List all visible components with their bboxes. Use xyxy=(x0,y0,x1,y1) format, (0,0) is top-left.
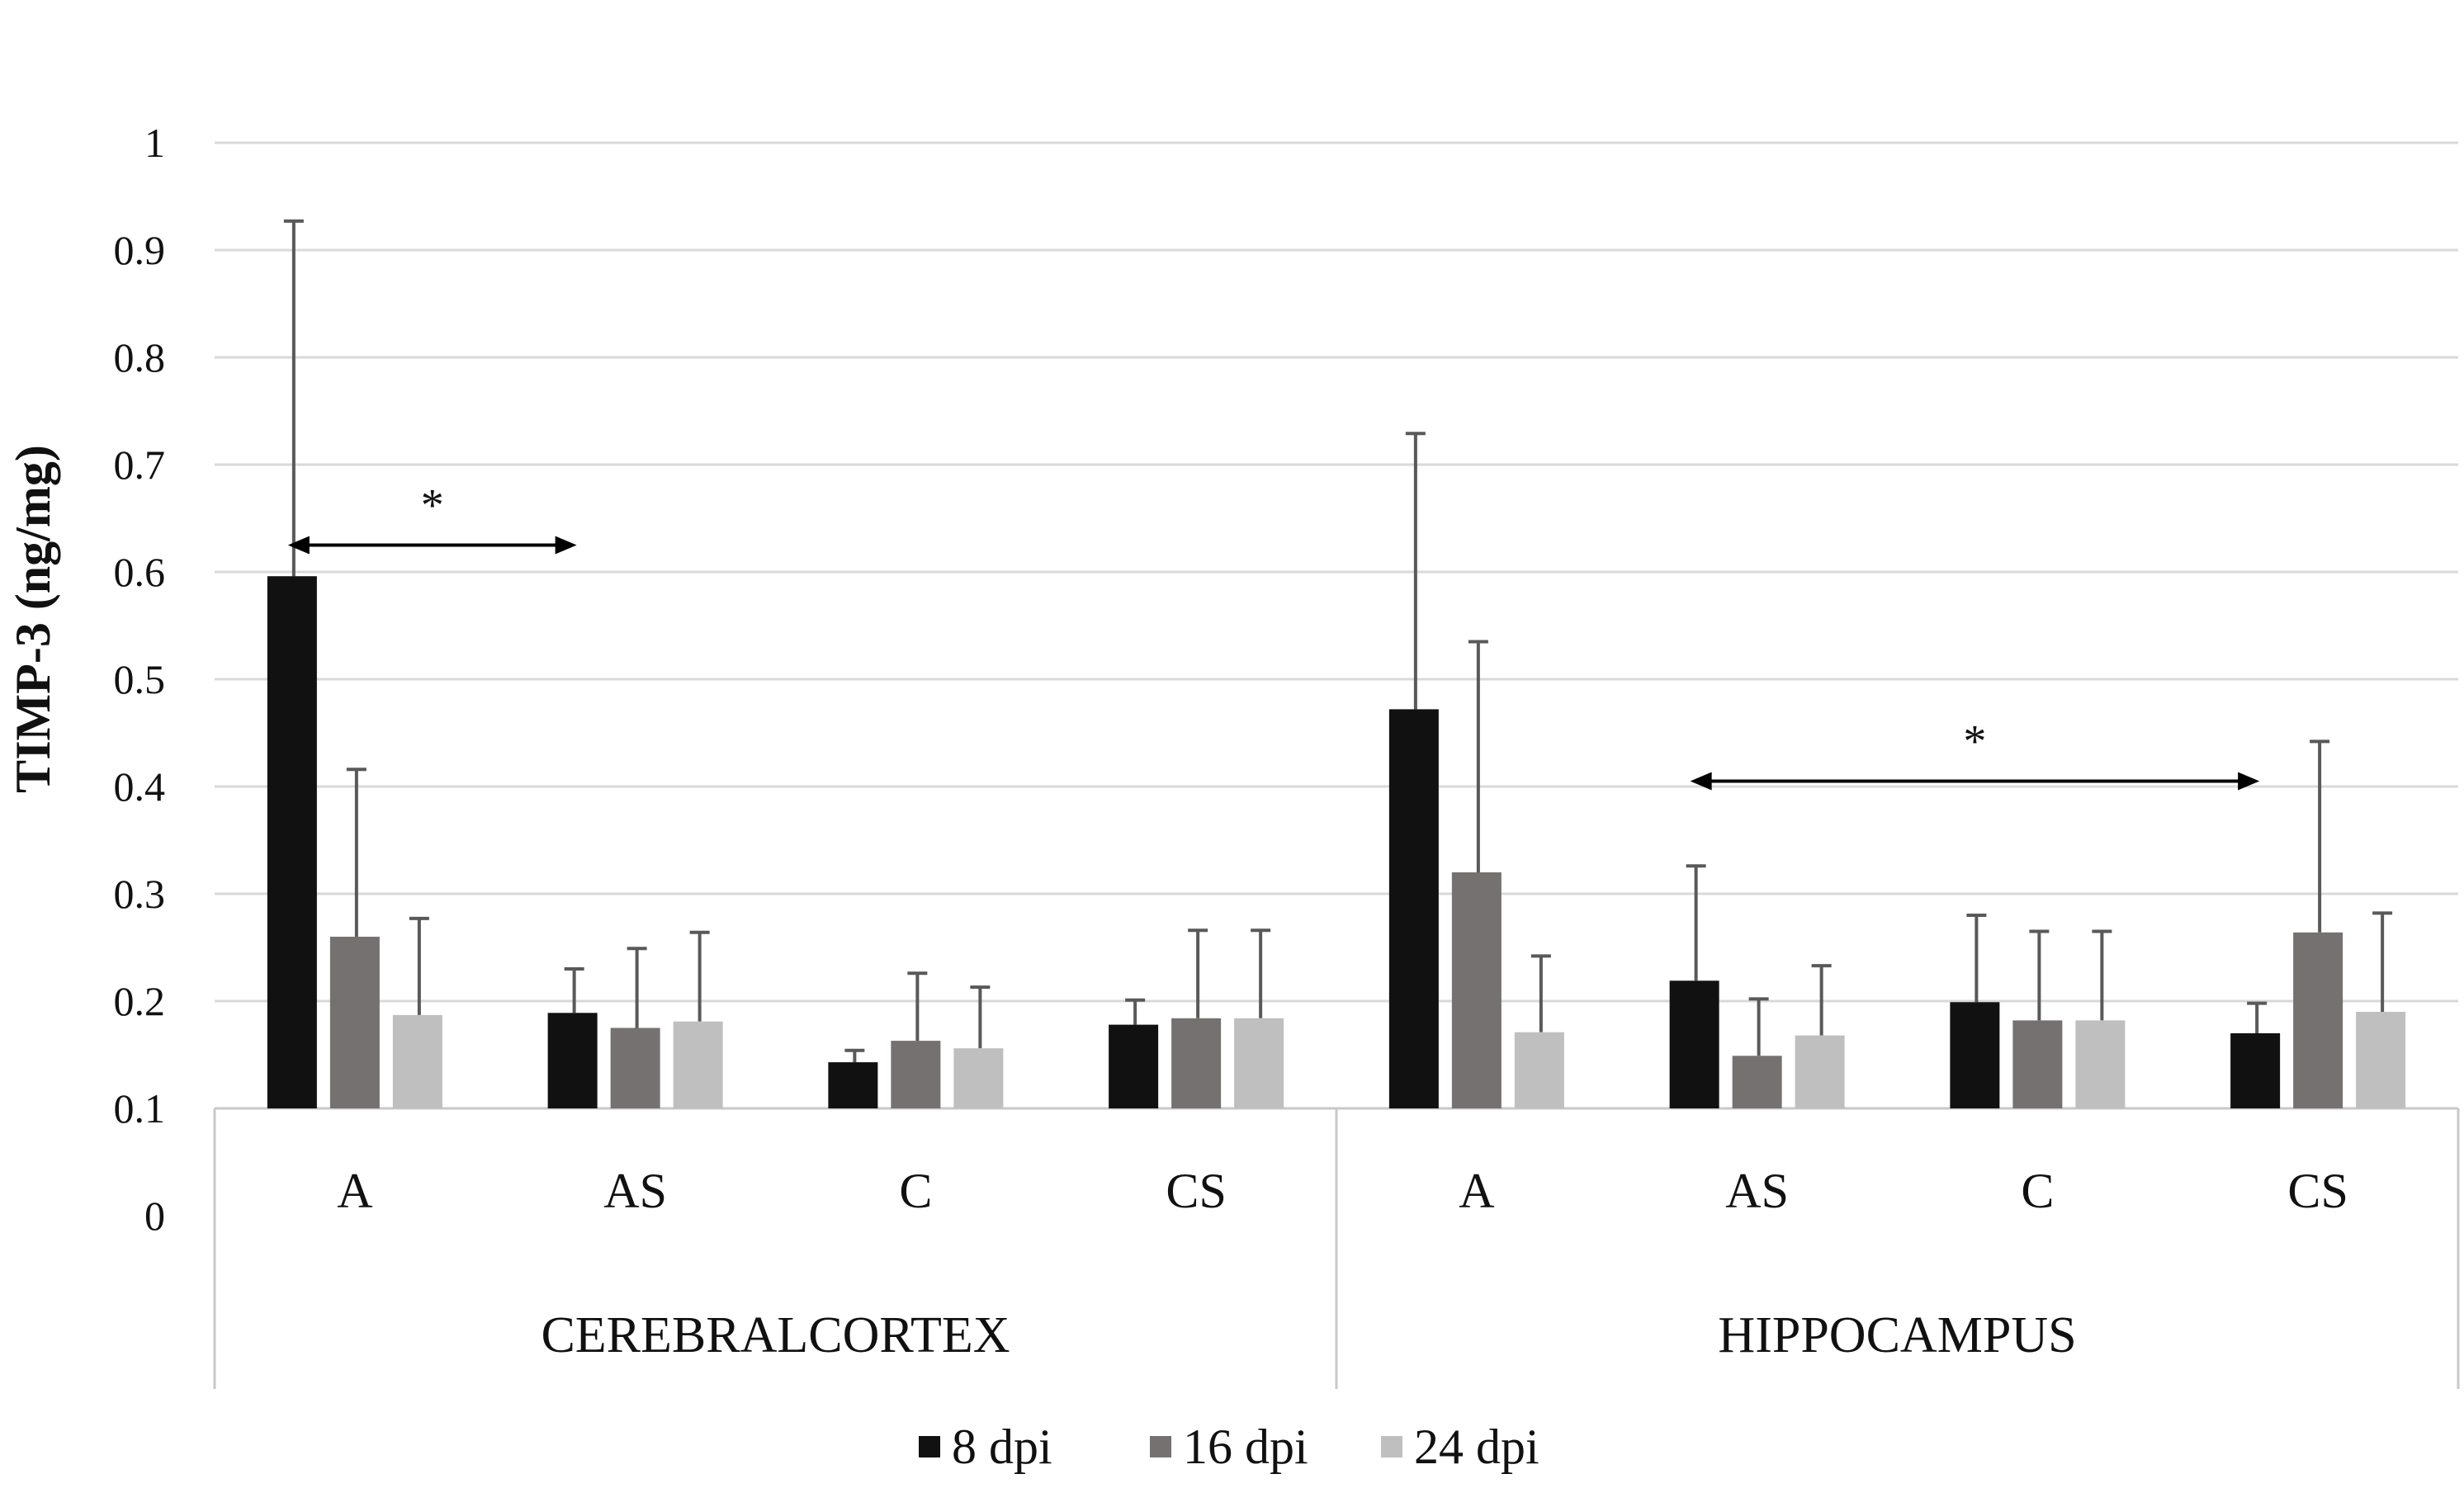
bar xyxy=(673,1021,723,1108)
bar xyxy=(329,937,380,1108)
bar xyxy=(953,1048,1004,1108)
bar xyxy=(2356,1012,2406,1108)
bar xyxy=(1669,980,1719,1108)
y-tick-label: 0 xyxy=(144,1193,165,1239)
bar xyxy=(1171,1018,1222,1108)
bar xyxy=(891,1041,941,1108)
group-labels: CEREBRALCORTEX HIPPOCAMPUS xyxy=(541,1307,2076,1363)
category-label: A xyxy=(1459,1164,1494,1218)
significance-arrowhead-right xyxy=(555,536,577,555)
category-label: C xyxy=(2021,1164,2054,1218)
category-label: AS xyxy=(1725,1164,1789,1218)
bar xyxy=(547,1013,598,1108)
category-label: A xyxy=(337,1164,372,1218)
y-tick-labels: 0 0.1 0.2 0.3 0.4 0.5 0.6 0.7 0.8 0.9 1 xyxy=(114,120,166,1239)
category-label: C xyxy=(899,1164,932,1218)
significance-arrowhead-left xyxy=(1690,772,1712,791)
gridlines xyxy=(215,141,2458,1003)
bar xyxy=(2230,1033,2281,1108)
legend-swatch xyxy=(919,1436,940,1457)
group-label: CEREBRALCORTEX xyxy=(541,1307,1010,1363)
y-tick-label: 0.5 xyxy=(114,656,166,702)
y-tick-label: 0.8 xyxy=(114,334,166,380)
legend-label: 16 dpi xyxy=(1183,1420,1308,1474)
y-tick-label: 0.3 xyxy=(114,871,166,917)
category-label: CS xyxy=(2287,1164,2348,1218)
category-label: CS xyxy=(1166,1164,1226,1218)
y-axis-title: TIMP-3 (ng/mg) xyxy=(6,445,60,793)
error-bars xyxy=(283,219,2393,1063)
y-tick-label: 0.2 xyxy=(114,978,166,1024)
bar xyxy=(828,1062,878,1108)
bar xyxy=(1109,1024,1159,1108)
bar xyxy=(2293,932,2343,1108)
bars xyxy=(267,576,2406,1108)
significance-markers: ** xyxy=(287,480,2260,791)
significance-arrowhead-left xyxy=(287,536,310,555)
y-tick-label: 0.4 xyxy=(114,763,166,810)
legend-swatch xyxy=(1381,1436,1402,1457)
y-tick-label: 0.7 xyxy=(114,442,166,488)
bar xyxy=(1950,1002,2000,1108)
legend: 8 dpi 16 dpi 24 dpi xyxy=(919,1420,1539,1474)
significance-arrowhead-right xyxy=(2238,772,2260,791)
significance-label: * xyxy=(421,480,444,531)
category-label: AS xyxy=(603,1164,667,1218)
legend-swatch xyxy=(1150,1436,1171,1457)
bar xyxy=(610,1028,660,1108)
y-tick-label: 0.9 xyxy=(114,227,166,273)
y-tick-label: 1 xyxy=(144,120,165,166)
significance-label: * xyxy=(1963,716,1986,768)
bar xyxy=(1732,1056,1782,1108)
bar xyxy=(392,1014,442,1108)
legend-label: 8 dpi xyxy=(952,1420,1052,1474)
group-label: HIPPOCAMPUS xyxy=(1718,1307,2076,1363)
bar xyxy=(1795,1035,1845,1108)
bar xyxy=(1514,1032,1564,1108)
bar xyxy=(1451,872,1502,1108)
y-tick-label: 0.1 xyxy=(114,1085,166,1131)
bar xyxy=(1234,1018,1284,1108)
bar xyxy=(2075,1020,2126,1108)
legend-label: 24 dpi xyxy=(1414,1420,1539,1474)
bar xyxy=(1388,709,1439,1108)
category-labels: A AS C CS A AS C CS xyxy=(337,1164,2348,1218)
bar xyxy=(2012,1020,2063,1108)
y-tick-label: 0.6 xyxy=(114,549,166,595)
bar xyxy=(267,576,317,1108)
